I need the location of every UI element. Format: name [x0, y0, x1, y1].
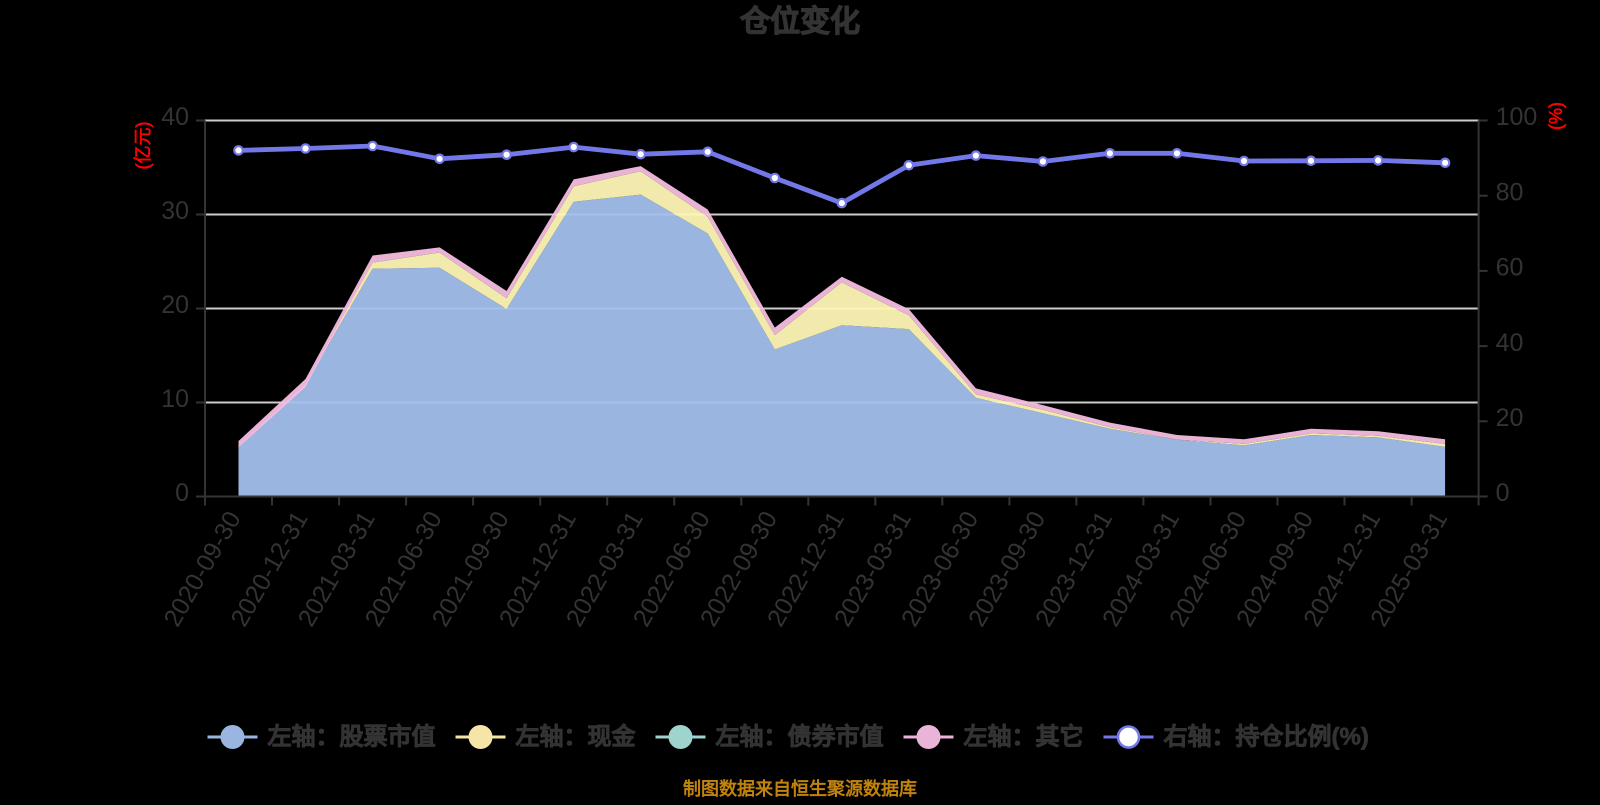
svg-text:80: 80: [1496, 178, 1524, 206]
svg-text:40: 40: [161, 103, 189, 131]
svg-text:20: 20: [1496, 404, 1524, 432]
svg-text:右轴：持仓比例(%): 右轴：持仓比例(%): [1164, 723, 1369, 751]
svg-text:0: 0: [1496, 479, 1510, 507]
svg-text:30: 30: [161, 197, 189, 225]
svg-text:0: 0: [175, 479, 189, 507]
svg-text:左轴：其它: 左轴：其它: [964, 723, 1084, 751]
svg-text:左轴：债券市值: 左轴：债券市值: [716, 723, 884, 751]
svg-text:10: 10: [161, 385, 189, 413]
svg-text:(亿元): (亿元): [133, 122, 153, 170]
svg-text:60: 60: [1496, 254, 1524, 282]
svg-text:100: 100: [1496, 103, 1538, 131]
svg-text:20: 20: [161, 291, 189, 319]
svg-text:仓位变化: 仓位变化: [740, 5, 860, 39]
svg-text:制图数据来自恒生聚源数据库: 制图数据来自恒生聚源数据库: [683, 778, 917, 799]
svg-text:40: 40: [1496, 329, 1524, 357]
svg-text:左轴：股票市值: 左轴：股票市值: [268, 723, 436, 751]
svg-text:左轴：现金: 左轴：现金: [516, 723, 637, 751]
svg-text:(%): (%): [1546, 102, 1566, 130]
